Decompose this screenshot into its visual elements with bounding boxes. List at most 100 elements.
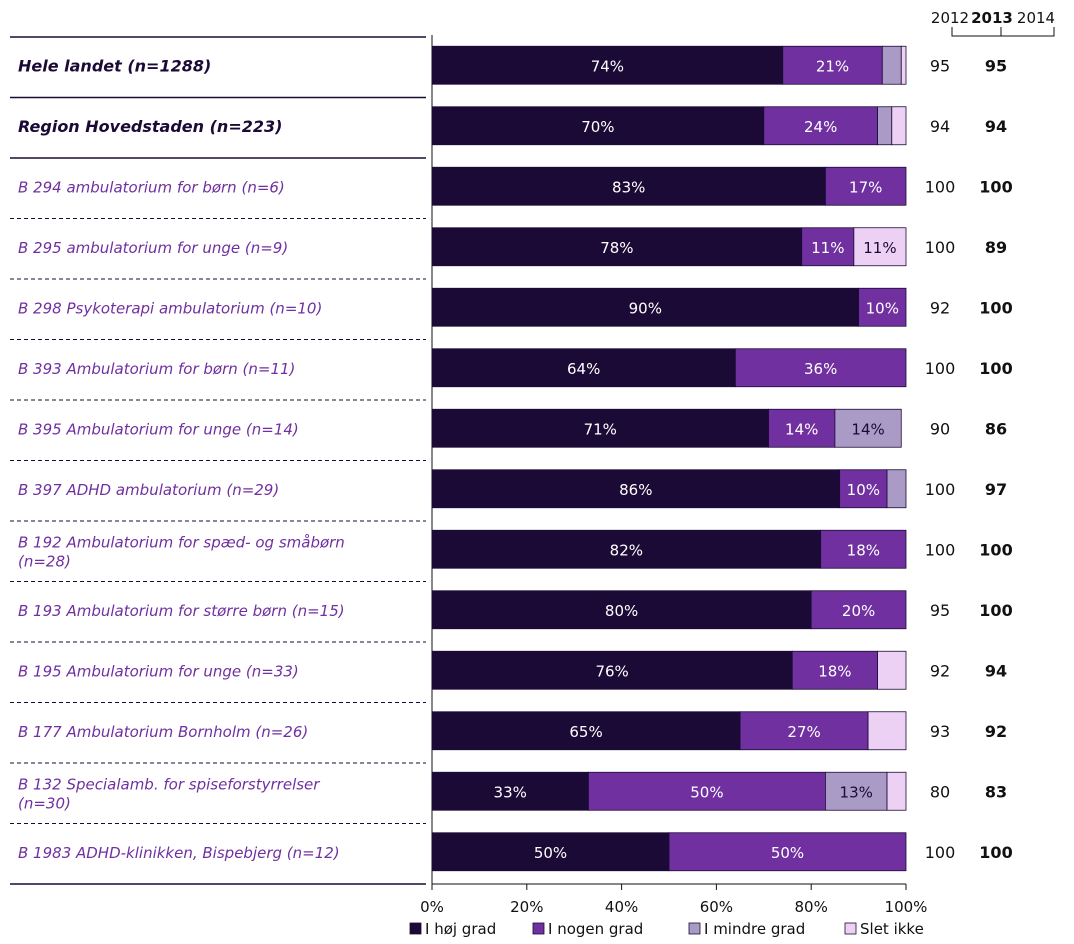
bar-segment-i-mindre-grad [877, 106, 893, 146]
bar-data-label: 64% [567, 360, 600, 378]
bar-segment-i-mindre-grad [834, 408, 902, 448]
bar-segment-i-nogen-grad [839, 469, 888, 509]
bar-segment-i-nogen-grad [801, 227, 855, 267]
bar-segment-i-høj-grad [431, 529, 822, 569]
bar-segment-i-høj-grad [431, 590, 812, 630]
row-label: B 294 ambulatorium for børn (n=6) [18, 178, 285, 196]
row-label: B 298 Psykoterapi ambulatorium (n=10) [18, 299, 322, 317]
bar-data-label: 10% [847, 481, 880, 499]
year-header-2013: 2013 [971, 9, 1013, 27]
bar-segment-i-mindre-grad [886, 469, 907, 509]
year-2013-value: 100 [979, 359, 1012, 378]
year-2013-value: 95 [985, 56, 1007, 75]
year-header-2014: 2014 [1017, 9, 1055, 27]
bar-segment-i-høj-grad [431, 287, 860, 327]
bar-data-label: 70% [581, 118, 614, 136]
row-label: B 397 ADHD ambulatorium (n=29) [18, 481, 279, 499]
bar-data-label: 74% [591, 57, 624, 75]
year-2013-value: 92 [985, 722, 1007, 741]
x-tick-label: 80% [795, 898, 828, 916]
year-2013-value: 83 [985, 782, 1007, 801]
bar-data-label: 21% [816, 57, 849, 75]
x-tick-label: 100% [885, 898, 928, 916]
year-2012-value: 100 [925, 238, 956, 257]
bar-segment-slet-ikke [867, 711, 907, 751]
legend-label: Slet ikke [860, 920, 924, 938]
year-2012-value: 100 [925, 843, 956, 862]
bar-data-label: 65% [569, 723, 602, 741]
bar-segment-i-nogen-grad [763, 106, 878, 146]
year-2012-value: 100 [925, 359, 956, 378]
bar-segment-slet-ikke [900, 45, 907, 85]
bar-segment-i-nogen-grad [825, 166, 907, 206]
bar-data-label: 50% [534, 844, 567, 862]
legend-swatch-slet-ikke [844, 922, 857, 935]
bar-segment-i-høj-grad [431, 166, 826, 206]
bar-data-label: 50% [690, 783, 723, 801]
legend-label: I høj grad [425, 920, 496, 938]
bar-data-label: 14% [785, 420, 818, 438]
x-tick-label: 0% [420, 898, 444, 916]
legend-label: I mindre grad [704, 920, 805, 938]
bar-segment-i-mindre-grad [881, 45, 902, 85]
year-2013-value: 100 [979, 177, 1012, 196]
legend-swatch-i-høj-grad [409, 922, 422, 935]
bar-data-label: 13% [840, 783, 873, 801]
row-label: Region Hovedstaden (n=223) [18, 117, 282, 136]
year-2012-value: 95 [930, 56, 950, 75]
bar-segment-i-høj-grad [431, 650, 793, 690]
year-2012-value: 95 [930, 601, 950, 620]
bar-segment-i-høj-grad [431, 227, 803, 267]
year-2013-value: 100 [979, 843, 1012, 862]
bar-data-label: 14% [851, 420, 884, 438]
bar-segment-i-høj-grad [431, 771, 589, 811]
year-header-2012: 2012 [931, 9, 969, 27]
bar-data-label: 18% [847, 541, 880, 559]
bar-segment-i-høj-grad [431, 711, 741, 751]
bar-segment-i-høj-grad [431, 45, 784, 85]
bar-data-label: 83% [612, 178, 645, 196]
year-2013-value: 94 [985, 661, 1007, 680]
bar-segment-i-nogen-grad [734, 348, 907, 388]
year-2012-value: 92 [930, 661, 950, 680]
row-label: B 393 Ambulatorium for børn (n=11) [18, 360, 295, 378]
year-2013-value: 100 [979, 540, 1012, 559]
legend-swatch-i-mindre-grad [688, 922, 701, 935]
legend-swatch-i-nogen-grad [532, 922, 545, 935]
x-tick-label: 20% [510, 898, 543, 916]
bar-segment-i-mindre-grad [825, 771, 888, 811]
bar-data-label: 27% [787, 723, 820, 741]
year-2012-value: 93 [930, 722, 950, 741]
year-2013-value: 100 [979, 601, 1012, 620]
bar-data-label: 80% [605, 602, 638, 620]
row-label-line-2: (n=28) [18, 552, 71, 570]
year-2012-value: 94 [930, 117, 950, 136]
bar-data-label: 17% [849, 178, 882, 196]
bar-segment-i-nogen-grad [858, 287, 907, 327]
bar-data-label: 71% [584, 420, 617, 438]
bar-data-label: 20% [842, 602, 875, 620]
row-label: B 1983 ADHD-klinikken, Bispebjerg (n=12) [18, 844, 340, 862]
bar-segment-i-høj-grad [431, 348, 736, 388]
row-label-line-1: B 192 Ambulatorium for spæd- og småbørn [18, 533, 345, 551]
row-label: Hele landet (n=1288) [18, 56, 211, 75]
bar-segment-i-nogen-grad [768, 408, 836, 448]
row-label-line-2: (n=30) [18, 794, 71, 812]
year-2013-value: 100 [979, 298, 1012, 317]
x-tick-label: 40% [605, 898, 638, 916]
row-label: B 395 Ambulatorium for unge (n=14) [18, 420, 299, 438]
bar-data-label: 86% [619, 481, 652, 499]
bar-segment-i-nogen-grad [810, 590, 907, 630]
bar-segment-i-nogen-grad [739, 711, 869, 751]
bar-segment-i-høj-grad [431, 106, 765, 146]
year-2012-value: 100 [925, 177, 956, 196]
row-label: B 193 Ambulatorium for større børn (n=15… [18, 602, 345, 620]
bar-segment-i-nogen-grad [820, 529, 907, 569]
row-label: B 195 Ambulatorium for unge (n=33) [18, 662, 299, 680]
year-2012-value: 90 [930, 419, 950, 438]
bar-data-label: 78% [600, 239, 633, 257]
year-2012-value: 100 [925, 480, 956, 499]
year-2013-value: 97 [985, 480, 1007, 499]
bar-data-label: 33% [494, 783, 527, 801]
